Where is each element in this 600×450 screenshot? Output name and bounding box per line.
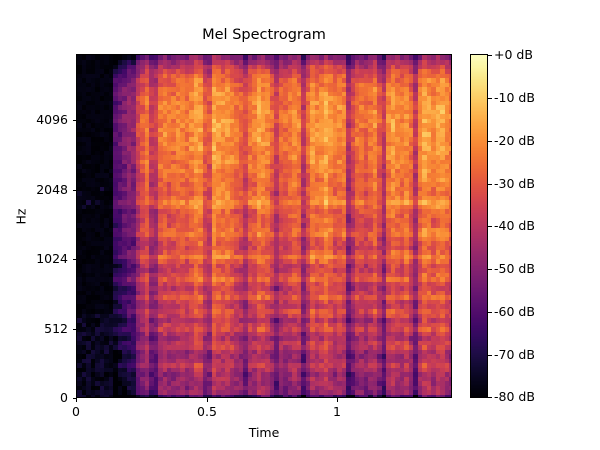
y-axis-label: Hz — [13, 208, 29, 225]
colorbar-tick-mark — [488, 355, 492, 356]
colorbar-tick-mark — [488, 184, 492, 185]
colorbar-tick-mark — [488, 397, 492, 398]
x-tick-label: 0 — [72, 404, 80, 419]
colorbar-tick-label: -80 dB — [494, 389, 535, 404]
colorbar-tick-mark — [488, 141, 492, 142]
x-axis-label: Time — [248, 425, 280, 440]
y-tick-mark — [72, 190, 76, 191]
colorbar-tick-mark — [488, 312, 492, 313]
x-tick-label: 1 — [333, 404, 341, 419]
spectrogram-heatmap — [77, 55, 451, 397]
y-tick-mark — [72, 120, 76, 121]
colorbar-tick-mark — [488, 269, 492, 270]
y-tick-label: 4096 — [36, 112, 68, 127]
chart-title: Mel Spectrogram — [202, 27, 326, 43]
spectrogram-axes — [76, 54, 452, 398]
x-tick-mark — [76, 398, 77, 402]
colorbar-tick-label: -30 dB — [494, 176, 535, 191]
colorbar-tick-label: -70 dB — [494, 347, 535, 362]
y-tick-label: 0 — [60, 390, 68, 405]
colorbar-tick-label: +0 dB — [494, 47, 533, 62]
x-tick-label: 0.5 — [197, 404, 217, 419]
colorbar-tick-label: -10 dB — [494, 90, 535, 105]
x-tick-mark — [337, 398, 338, 402]
colorbar-tick-mark — [488, 226, 492, 227]
colorbar-tick-mark — [488, 98, 492, 99]
colorbar-tick-mark — [488, 55, 492, 56]
y-tick-mark — [72, 329, 76, 330]
y-tick-mark — [72, 398, 76, 399]
colorbar-axes — [470, 54, 488, 398]
colorbar-gradient — [471, 55, 487, 397]
colorbar-tick-label: -40 dB — [494, 218, 535, 233]
y-tick-label: 1024 — [36, 251, 68, 266]
colorbar-tick-label: -20 dB — [494, 133, 535, 148]
y-axis-label-wrap: Hz — [12, 199, 30, 239]
x-tick-mark — [207, 398, 208, 402]
y-tick-label: 512 — [44, 321, 68, 336]
colorbar-tick-label: -50 dB — [494, 261, 535, 276]
y-tick-mark — [72, 259, 76, 260]
colorbar-tick-label: -60 dB — [494, 304, 535, 319]
y-tick-label: 2048 — [36, 182, 68, 197]
